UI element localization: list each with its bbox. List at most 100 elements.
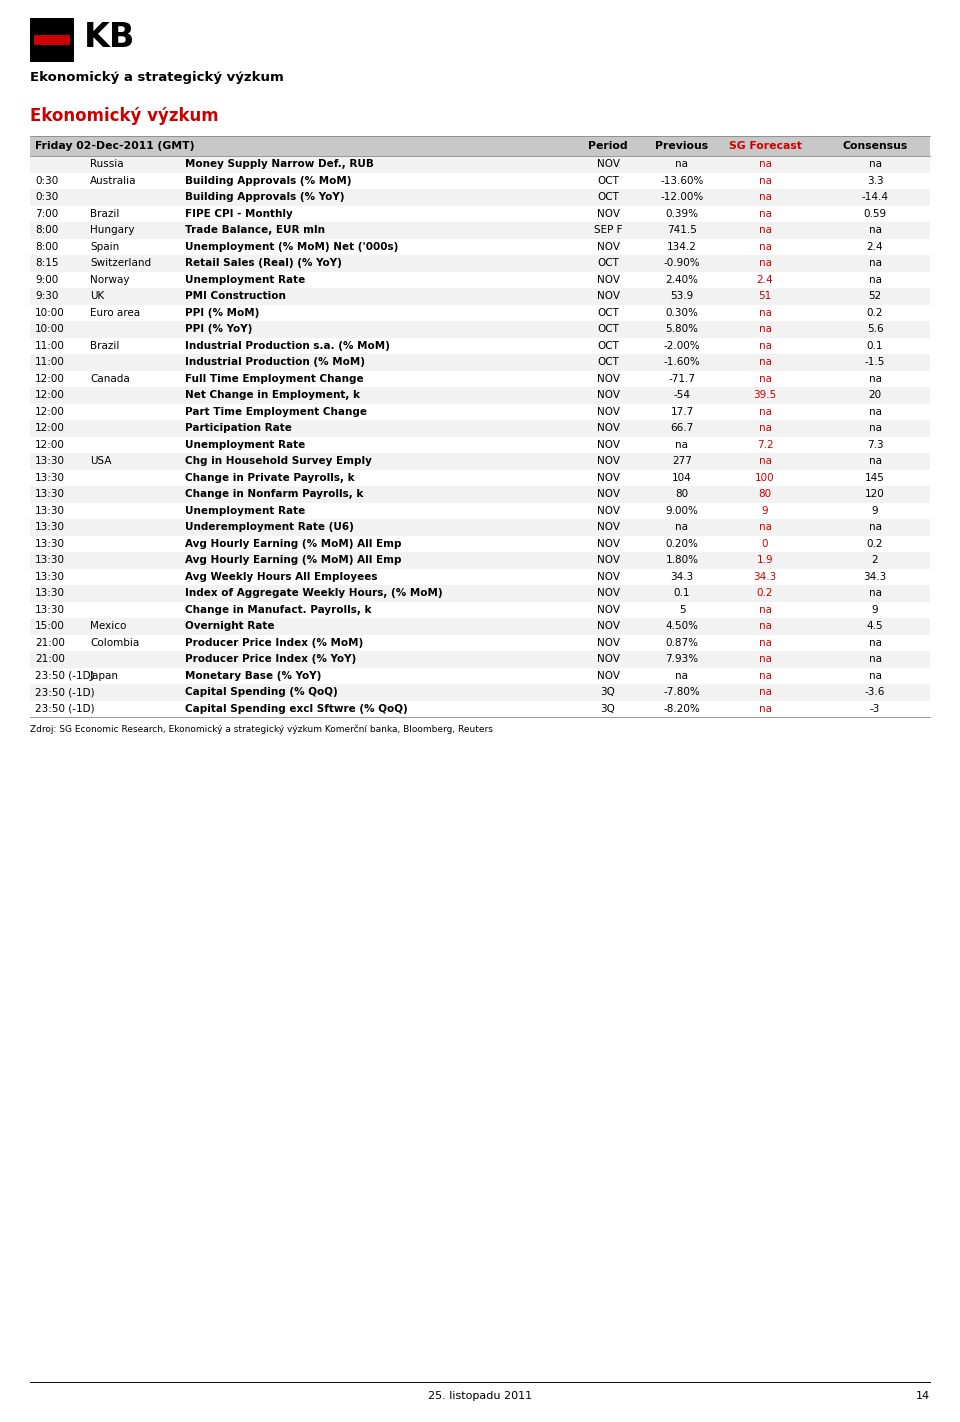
- Text: na: na: [758, 374, 772, 384]
- Text: OCT: OCT: [597, 259, 619, 269]
- Text: 39.5: 39.5: [754, 390, 777, 400]
- Text: USA: USA: [90, 456, 111, 466]
- Text: 23:50 (-1D): 23:50 (-1D): [35, 687, 95, 697]
- Text: Spain: Spain: [90, 242, 119, 252]
- Text: 0.2: 0.2: [867, 539, 883, 549]
- Text: 2.40%: 2.40%: [665, 274, 699, 284]
- Text: 13:30: 13:30: [35, 555, 65, 566]
- Text: 8:00: 8:00: [35, 242, 59, 252]
- Text: 3Q: 3Q: [601, 704, 615, 714]
- Text: SG Forecast: SG Forecast: [729, 141, 802, 151]
- Text: Avg Hourly Earning (% MoM) All Emp: Avg Hourly Earning (% MoM) All Emp: [185, 539, 401, 549]
- Text: Colombia: Colombia: [90, 637, 139, 648]
- Text: 5.6: 5.6: [867, 324, 883, 334]
- Bar: [30, 354, 930, 371]
- Text: Avg Hourly Earning (% MoM) All Emp: Avg Hourly Earning (% MoM) All Emp: [185, 555, 401, 566]
- Text: PMI Construction: PMI Construction: [185, 292, 286, 301]
- Text: 12:00: 12:00: [35, 439, 65, 449]
- Text: -0.90%: -0.90%: [663, 259, 700, 269]
- Text: na: na: [758, 637, 772, 648]
- Text: NOV: NOV: [596, 555, 619, 566]
- Text: na: na: [869, 259, 881, 269]
- Text: 12:00: 12:00: [35, 424, 65, 434]
- Text: 0:30: 0:30: [35, 192, 59, 202]
- Text: 12:00: 12:00: [35, 407, 65, 417]
- Text: Avg Weekly Hours All Employees: Avg Weekly Hours All Employees: [185, 572, 377, 582]
- Text: Norway: Norway: [90, 274, 130, 284]
- Text: Money Supply Narrow Def., RUB: Money Supply Narrow Def., RUB: [185, 159, 373, 169]
- Text: 100: 100: [756, 472, 775, 482]
- Text: OCT: OCT: [597, 341, 619, 351]
- Text: 5: 5: [679, 604, 685, 614]
- Text: Unemployment (% MoM) Net ('000s): Unemployment (% MoM) Net ('000s): [185, 242, 398, 252]
- Text: na: na: [869, 159, 881, 169]
- Text: NOV: NOV: [596, 407, 619, 417]
- Text: 0.1: 0.1: [674, 589, 690, 599]
- Text: na: na: [758, 209, 772, 219]
- Text: NOV: NOV: [596, 456, 619, 466]
- Text: 8:00: 8:00: [35, 225, 59, 235]
- Text: 2.4: 2.4: [756, 274, 774, 284]
- Text: 9:30: 9:30: [35, 292, 59, 301]
- Text: na: na: [676, 159, 688, 169]
- Text: 14: 14: [916, 1391, 930, 1401]
- Text: 13:30: 13:30: [35, 506, 65, 516]
- Text: 52: 52: [869, 292, 881, 301]
- Text: Change in Nonfarm Payrolls, k: Change in Nonfarm Payrolls, k: [185, 489, 364, 499]
- Text: Brazil: Brazil: [90, 209, 119, 219]
- Text: 0.20%: 0.20%: [665, 539, 699, 549]
- Text: NOV: NOV: [596, 589, 619, 599]
- Text: na: na: [758, 159, 772, 169]
- Text: Period: Period: [588, 141, 628, 151]
- Text: Australia: Australia: [90, 176, 136, 186]
- Text: NOV: NOV: [596, 242, 619, 252]
- Text: NOV: NOV: [596, 522, 619, 532]
- Bar: [30, 222, 930, 239]
- Text: 9: 9: [872, 604, 878, 614]
- Text: FIPE CPI - Monthly: FIPE CPI - Monthly: [185, 209, 293, 219]
- Text: 741.5: 741.5: [667, 225, 697, 235]
- Text: -54: -54: [674, 390, 690, 400]
- Text: 2: 2: [872, 555, 878, 566]
- Text: Part Time Employment Change: Part Time Employment Change: [185, 407, 367, 417]
- Text: na: na: [758, 242, 772, 252]
- Text: 80: 80: [758, 489, 772, 499]
- Text: 4.50%: 4.50%: [665, 621, 699, 631]
- Text: 34.3: 34.3: [863, 572, 887, 582]
- Text: na: na: [676, 522, 688, 532]
- Text: -3: -3: [870, 704, 880, 714]
- Text: Unemployment Rate: Unemployment Rate: [185, 506, 305, 516]
- Text: NOV: NOV: [596, 506, 619, 516]
- Text: NOV: NOV: [596, 274, 619, 284]
- Text: Industrial Production (% MoM): Industrial Production (% MoM): [185, 357, 365, 367]
- Bar: [34, 36, 70, 46]
- Text: Full Time Employment Change: Full Time Employment Change: [185, 374, 364, 384]
- Text: Unemployment Rate: Unemployment Rate: [185, 274, 305, 284]
- Text: NOV: NOV: [596, 390, 619, 400]
- Text: 0.30%: 0.30%: [665, 307, 699, 317]
- Text: na: na: [676, 671, 688, 681]
- Text: 13:30: 13:30: [35, 489, 65, 499]
- Text: -8.20%: -8.20%: [663, 704, 701, 714]
- Text: Index of Aggregate Weekly Hours, (% MoM): Index of Aggregate Weekly Hours, (% MoM): [185, 589, 443, 599]
- Text: 8:15: 8:15: [35, 259, 59, 269]
- Bar: [30, 137, 930, 156]
- Text: 53.9: 53.9: [670, 292, 694, 301]
- Text: na: na: [758, 357, 772, 367]
- Text: Capital Spending (% QoQ): Capital Spending (% QoQ): [185, 687, 338, 697]
- Text: -14.4: -14.4: [861, 192, 889, 202]
- Text: Net Change in Employment, k: Net Change in Employment, k: [185, 390, 360, 400]
- Text: Russia: Russia: [90, 159, 124, 169]
- Text: 0:30: 0:30: [35, 176, 59, 186]
- Text: Japan: Japan: [90, 671, 119, 681]
- Text: 17.7: 17.7: [670, 407, 694, 417]
- Text: 0.1: 0.1: [867, 341, 883, 351]
- Bar: [30, 255, 930, 272]
- Bar: [30, 552, 930, 569]
- Text: Previous: Previous: [656, 141, 708, 151]
- Text: 21:00: 21:00: [35, 654, 65, 664]
- Bar: [30, 419, 930, 437]
- Text: 3Q: 3Q: [601, 687, 615, 697]
- Text: na: na: [869, 671, 881, 681]
- Bar: [30, 684, 930, 701]
